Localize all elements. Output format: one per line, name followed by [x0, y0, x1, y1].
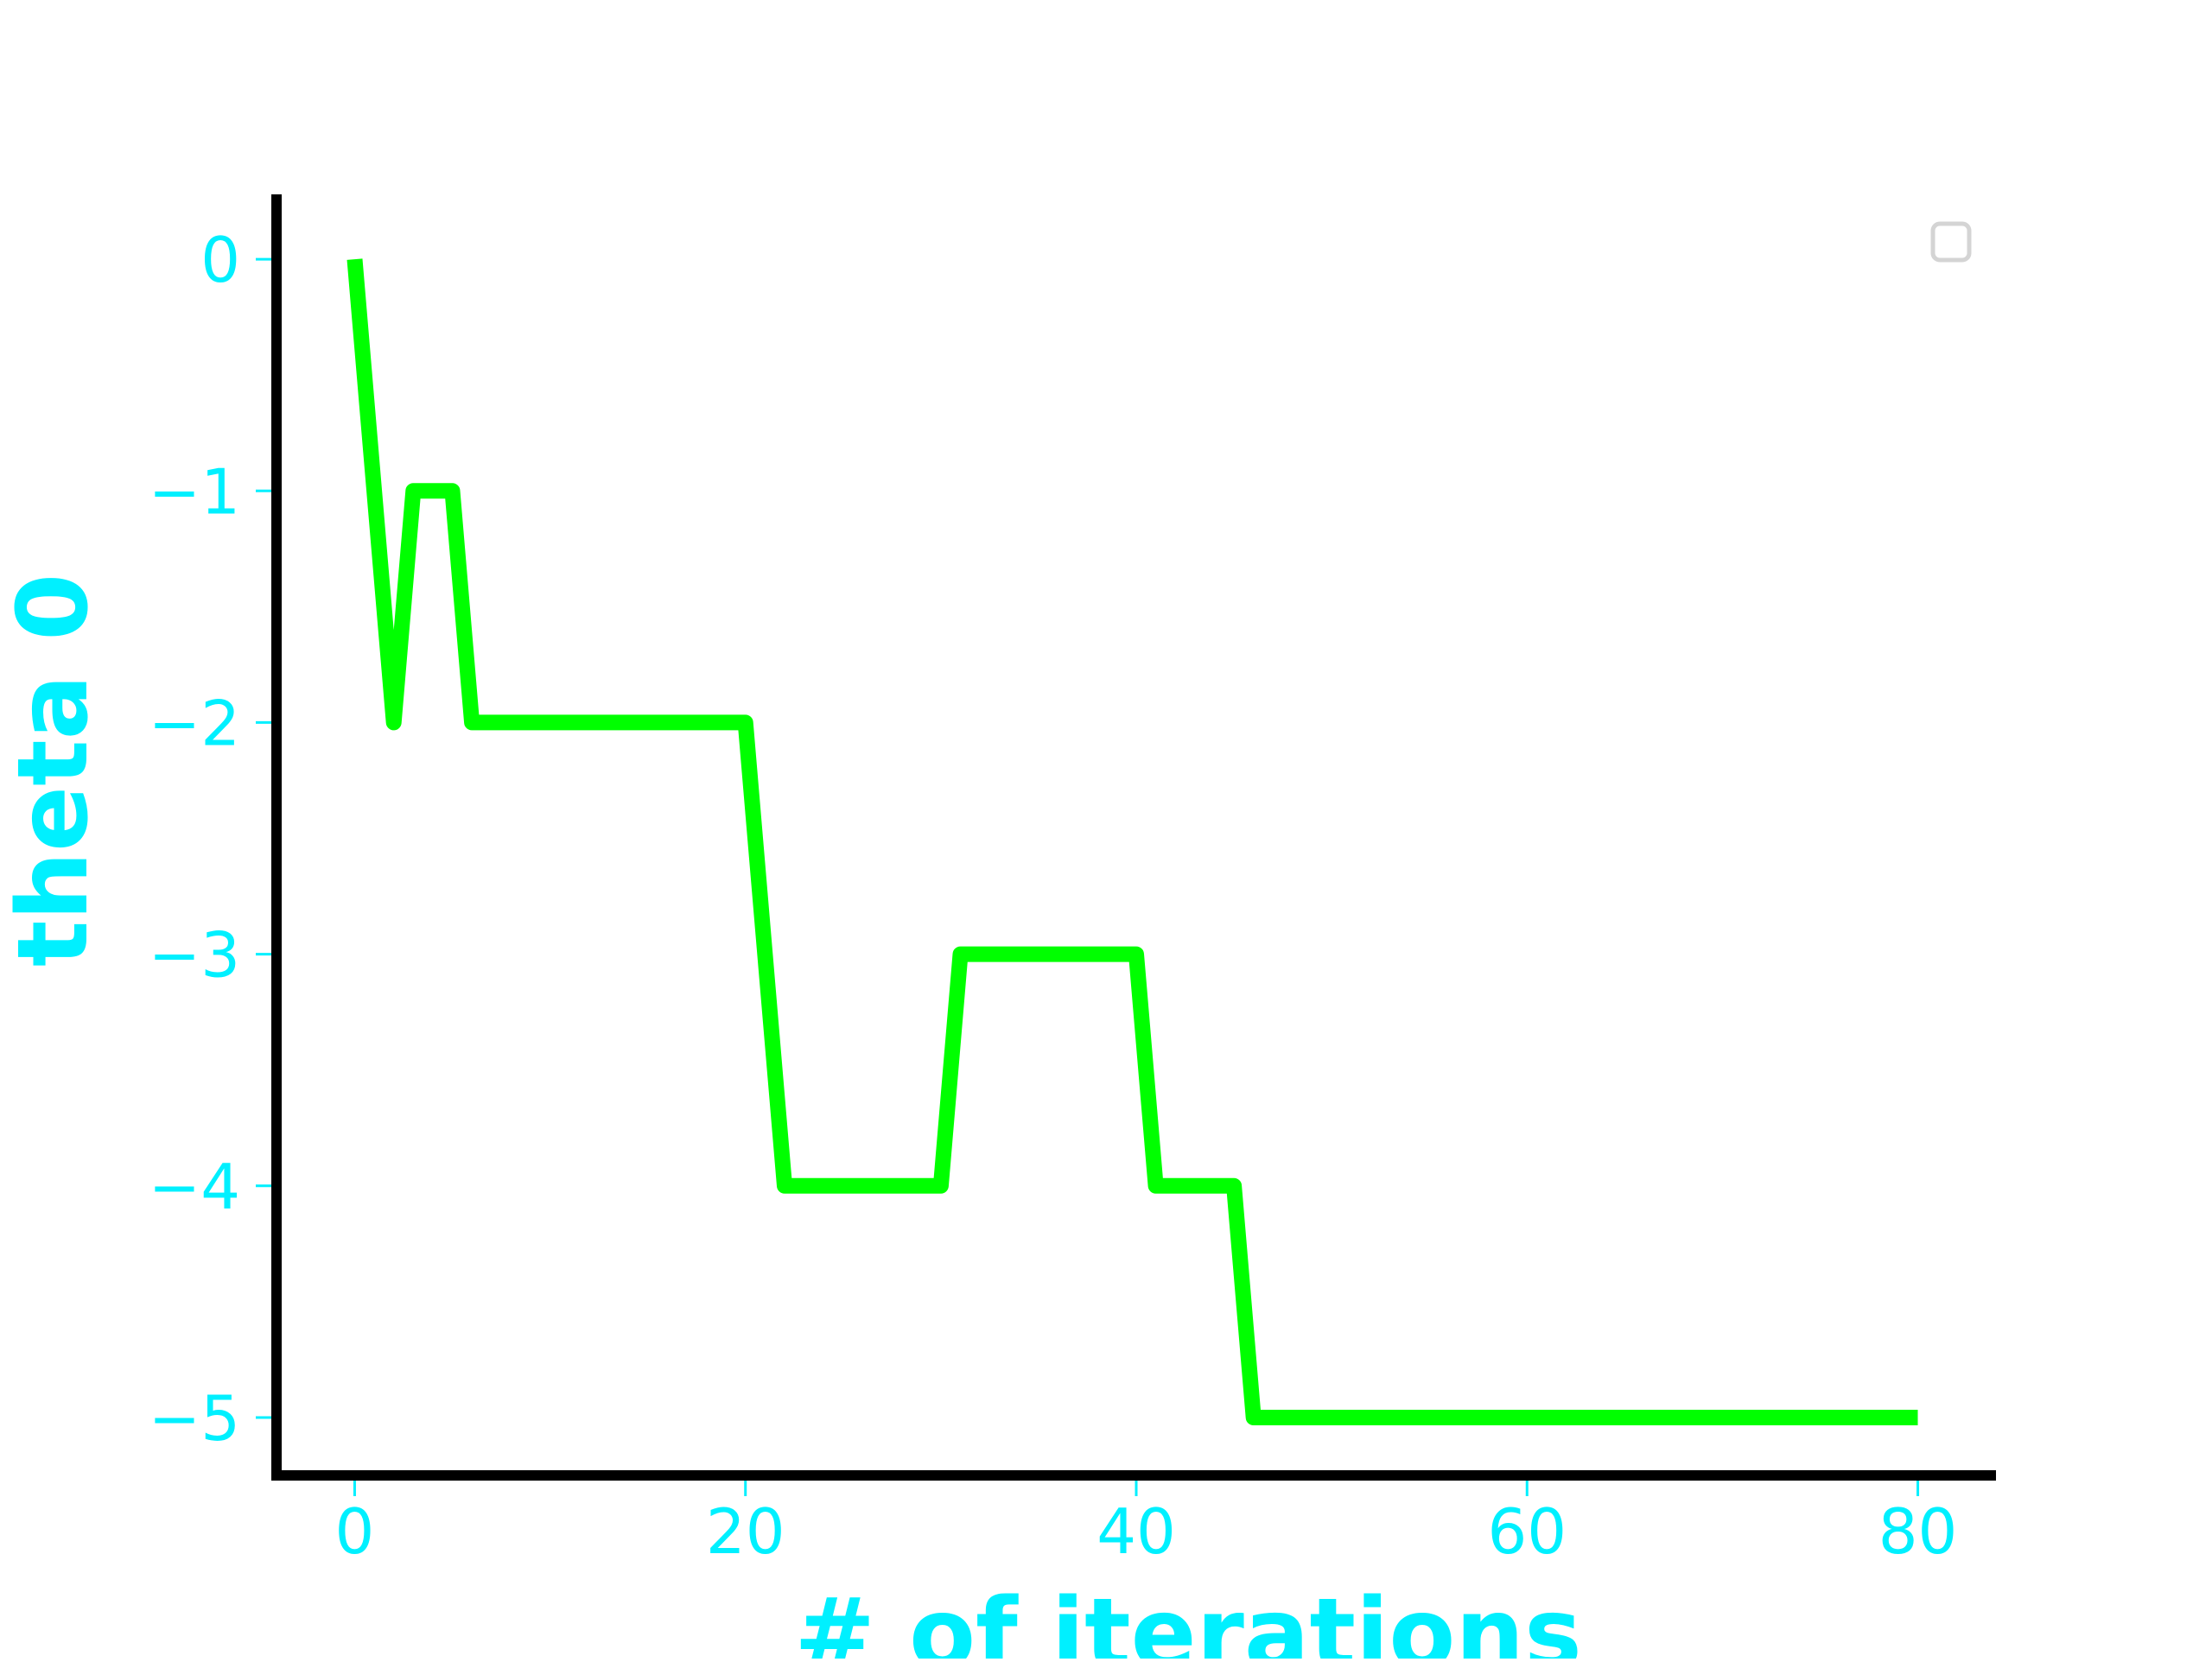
y-tick-label: −4 — [149, 1151, 240, 1223]
x-tick-label: 60 — [1487, 1495, 1567, 1568]
y-tick-label: −2 — [149, 687, 240, 759]
x-tick-label: 80 — [1878, 1495, 1958, 1568]
x-tick-label: 20 — [706, 1495, 785, 1568]
y-tick-label: −3 — [149, 919, 240, 992]
legend-box — [1930, 221, 1972, 263]
series-group — [346, 258, 1918, 1425]
y-tick-label: 0 — [200, 224, 240, 296]
spine-group — [271, 194, 1996, 1481]
x-axis-label: # of iterations — [794, 1578, 1581, 1659]
y-tick-label: −1 — [149, 455, 240, 528]
y-tick-label: −5 — [149, 1382, 240, 1455]
series-line — [346, 258, 1918, 1425]
x-tick-label: 40 — [1096, 1495, 1176, 1568]
y-axis-label: theta 0 — [0, 574, 110, 967]
tick-group: 0 20 40 60 80 0 −1 −2 −3 −4 −5 — [149, 224, 1957, 1568]
x-tick-label: 0 — [335, 1495, 375, 1568]
